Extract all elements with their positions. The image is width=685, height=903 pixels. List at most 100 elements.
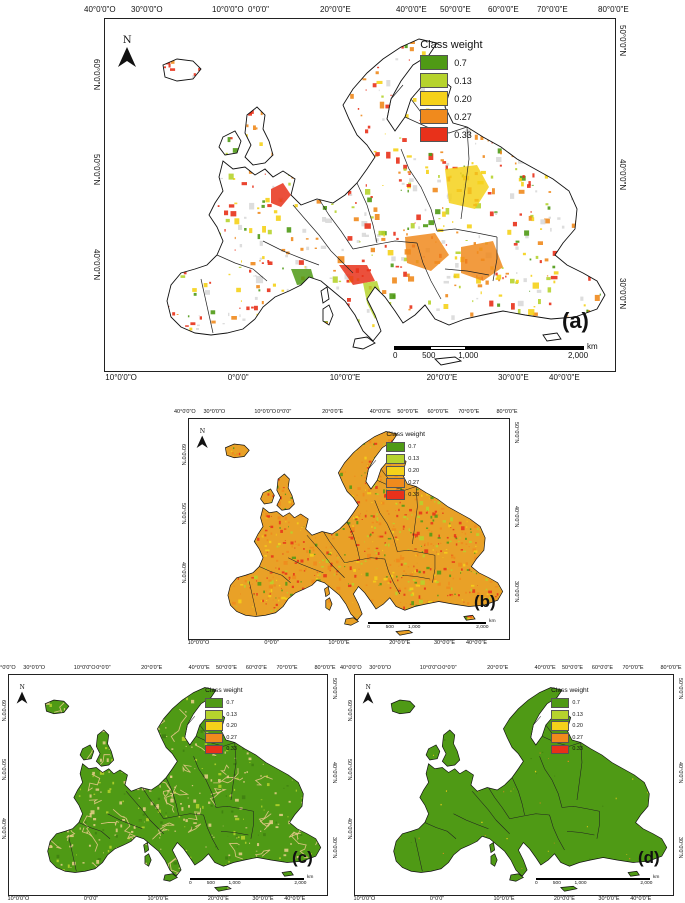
graticule-top-label: 60°0'0"E	[246, 666, 267, 672]
scale-bar-label: 0	[367, 626, 370, 631]
graticule-top-label: 50°0'0"E	[216, 666, 237, 672]
map-panel-c: 40°0'0"O30°0'0"O10°0'0"O0°0'0"20°0'0"E40…	[0, 660, 336, 896]
graticule-right-label: 30°0'0"N	[677, 837, 683, 858]
graticule-right-label: 40°0'0"N	[331, 762, 337, 783]
legend-label: 0.20	[226, 723, 237, 729]
map-frame	[354, 674, 674, 896]
legend-swatch	[420, 109, 448, 124]
legend-swatch	[205, 733, 223, 743]
legend-item: 0.27	[386, 478, 425, 488]
legend-item: 0.13	[551, 710, 588, 720]
legend-label: 0.20	[572, 723, 583, 729]
graticule-right-label: 30°0'0"N	[513, 581, 519, 602]
legend-title: Class weight	[420, 39, 482, 51]
graticule-right-label: 50°0'0"N	[677, 678, 683, 699]
legend-label: 0.27	[226, 735, 237, 741]
legend-swatch	[386, 466, 404, 476]
graticule-left-label: 60°0'0"N	[180, 444, 186, 465]
scale-bar-segment	[430, 346, 466, 350]
graticule-left-label: 40°0'0"N	[346, 818, 352, 839]
graticule-right-label: 50°0'0"N	[331, 678, 337, 699]
graticule-top-label: 10°0'0"O	[254, 410, 276, 416]
graticule-bottom-label: 30°0'0"E	[598, 897, 619, 903]
scale-bar-label: 2,000	[568, 352, 588, 360]
map-frame	[104, 18, 616, 372]
graticule-top-label: 20°0'0"E	[320, 6, 351, 14]
legend-swatch	[551, 698, 569, 708]
legend-label: 0.13	[226, 712, 237, 718]
legend-label: 0.13	[572, 712, 583, 718]
scale-bar-unit: km	[587, 343, 598, 351]
scale-bar-label: 2,000	[476, 626, 488, 631]
graticule-top-label: 40°0'0"O	[0, 666, 16, 672]
graticule-bottom-label: 10°0'0"O	[105, 374, 137, 382]
graticule-top-label: 40°0'0"O	[84, 6, 116, 14]
north-arrow-icon	[196, 435, 208, 449]
legend-label: 0.33	[408, 492, 419, 498]
legend-swatch	[420, 55, 448, 70]
graticule-bottom-label: 10°0'0"E	[330, 374, 361, 382]
scale-bar-label: 1,000	[458, 352, 478, 360]
graticule-top-label: 0°0'0"	[96, 666, 110, 672]
legend-item: 0.7	[386, 442, 425, 452]
graticule-right-label: 40°0'0"N	[513, 506, 519, 527]
legend-swatch	[551, 733, 569, 743]
graticule-top-label: 0°0'0"	[442, 666, 456, 672]
graticule-top-label: 40°0'0"O	[174, 410, 196, 416]
graticule-top-label: 80°0'0"E	[598, 6, 629, 14]
legend-swatch	[420, 73, 448, 88]
graticule-top-label: 70°0'0"E	[458, 410, 479, 416]
legend-item: 0.7	[551, 698, 588, 708]
scale-bar-label: 0	[535, 882, 538, 887]
legend-swatch	[386, 454, 404, 464]
north-label: N	[117, 36, 137, 46]
scale-bar-label: 500	[553, 882, 561, 887]
graticule-bottom-label: 10°0'0"E	[147, 897, 168, 903]
graticule-top-label: 40°0'0"E	[396, 6, 427, 14]
legend-label: 0.7	[572, 700, 580, 706]
europe-map	[105, 19, 615, 371]
legend-swatch	[205, 710, 223, 720]
legend-label: 0.27	[454, 112, 472, 122]
scale-bar-label: 500	[386, 626, 394, 631]
graticule-right-label: 30°0'0"N	[618, 278, 626, 309]
scale-bar-label: 2,000	[640, 882, 652, 887]
graticule-bottom-label: 40°0'0"E	[630, 897, 651, 903]
legend-item: 0.33	[420, 127, 482, 142]
graticule-top-label: 80°0'0"E	[497, 410, 518, 416]
scale-bar-label: 500	[422, 352, 435, 360]
legend-item: 0.13	[420, 73, 482, 88]
north-arrow-icon	[362, 691, 374, 704]
graticule-top-label: 80°0'0"E	[314, 666, 335, 672]
graticule-bottom-label: 40°0'0"E	[466, 641, 487, 647]
graticule-top-label: 60°0'0"E	[488, 6, 519, 14]
europe-map	[355, 675, 673, 895]
north-arrow-icon	[117, 46, 137, 68]
scale-bar-label: 1,000	[575, 882, 587, 887]
scale-bar-segment	[466, 346, 584, 350]
graticule-left-label: 50°0'0"N	[180, 503, 186, 524]
graticule-top-label: 50°0'0"E	[440, 6, 471, 14]
legend-label: 0.33	[226, 746, 237, 752]
north-arrow: N	[362, 685, 374, 709]
legend-title: Class weight	[551, 687, 588, 694]
graticule-bottom-label: 20°0'0"E	[427, 374, 458, 382]
graticule-bottom-label: 20°0'0"E	[389, 641, 410, 647]
graticule-top-label: 50°0'0"E	[562, 666, 583, 672]
legend-swatch	[420, 91, 448, 106]
graticule-left-label: 60°0'0"N	[346, 700, 352, 721]
legend-swatch	[551, 721, 569, 731]
graticule-top-label: 40°0'0"E	[535, 666, 556, 672]
scale-bar-label: 1,000	[229, 882, 241, 887]
legend-swatch	[386, 490, 404, 500]
legend-label: 0.20	[408, 468, 419, 474]
legend-item: 0.33	[205, 745, 242, 755]
graticule-bottom-label: 0°0'0"	[430, 897, 444, 903]
legend-swatch	[386, 478, 404, 488]
scale-bar-unit: km	[653, 876, 659, 881]
graticule-top-label: 20°0'0"E	[487, 666, 508, 672]
legend-label: 0.7	[454, 58, 467, 68]
